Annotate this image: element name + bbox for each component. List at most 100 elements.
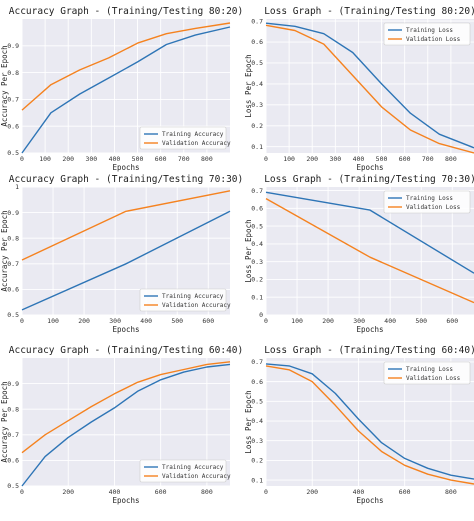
y-tick-label: 0.7 (251, 358, 263, 366)
x-tick-label: 500 (171, 317, 183, 325)
legend: Training Loss Validation Loss (383, 22, 471, 46)
y-tick-label: 0.5 (251, 59, 263, 67)
series-line-training (21, 26, 231, 154)
y-tick-label: 0.9 (7, 209, 19, 217)
x-tick-label: 200 (306, 488, 318, 496)
legend-box (383, 22, 471, 46)
y-axis-label: Accuracy Per Epoch (0, 45, 9, 126)
legend-entry: Validation Loss (406, 375, 461, 382)
x-tick-label: 800 (445, 488, 457, 496)
y-tick-label: 0.6 (7, 122, 19, 130)
y-tick-label: 0.8 (7, 234, 19, 242)
x-tick-label: 400 (140, 317, 152, 325)
legend-entry: Training Loss (406, 195, 453, 202)
x-tick-label: 400 (353, 488, 365, 496)
legend-entry: Validation Accuracy (162, 140, 231, 147)
x-tick-label: 100 (39, 155, 51, 163)
legend-entry: Validation Loss (406, 204, 461, 211)
series-line-validation (21, 190, 231, 261)
series-line-training (21, 210, 231, 311)
x-tick-label: 400 (353, 155, 365, 163)
y-tick-label: 0.1 (251, 143, 263, 151)
y-tick-label: 0.2 (251, 457, 263, 465)
y-axis-label: Loss Per Epoch (244, 219, 253, 282)
legend-entry: Training Loss (406, 27, 453, 34)
y-tick-label: 0.9 (7, 380, 19, 388)
y-axis-label: Loss Per Epoch (244, 390, 253, 453)
legend-entry: Validation Loss (406, 36, 461, 43)
chart-title: Loss Graph - (Training/Testing 60:40) (264, 345, 474, 356)
x-tick-label: 500 (132, 155, 144, 163)
chart-panel-2: 0 100 200 300 400 500 600 700 800 0.1 0.2 0.3 0.4 0.5… (244, 6, 474, 172)
chart-panel-5: 0 200 400 600 800 0.5 0.6 0.7 0.8 0.9 Accuracy Gra… (0, 345, 243, 505)
x-tick-label: 700 (178, 155, 190, 163)
y-tick-label: 0.5 (7, 149, 19, 157)
y-tick-label: 0.3 (251, 258, 263, 266)
y-tick-label: 0.6 (7, 457, 19, 465)
chart-panel-3: 0 100 200 300 400 500 6000.50.60.70.80.91Accur… (0, 174, 243, 334)
series-line-training (265, 22, 474, 149)
series-line-validation (265, 24, 474, 154)
x-axis-label: Epochs (112, 496, 139, 505)
x-tick-label: 200 (78, 317, 90, 325)
y-tick-label: 0.8 (7, 405, 19, 413)
y-axis-label: Accuracy Per Epoch (0, 381, 9, 462)
y-tick-label: 0.7 (7, 96, 19, 104)
series-line-training (21, 363, 231, 487)
series-line-training (265, 191, 474, 274)
legend-entry: Training Accuracy (162, 293, 224, 300)
y-tick-label: 0.5 (7, 311, 19, 319)
x-tick-label: 600 (155, 488, 167, 496)
legend: Training Loss Validation Loss (383, 190, 471, 214)
x-tick-label: 300 (85, 155, 97, 163)
x-axis-label: Epochs (356, 325, 383, 334)
x-tick-label: 0 (20, 488, 24, 496)
y-tick-label: 0.5 (7, 482, 19, 490)
x-tick-label: 400 (384, 317, 396, 325)
legend-entry: Training Accuracy (162, 131, 224, 138)
x-tick-label: 0 (264, 317, 268, 325)
legend-entry: Validation Accuracy (162, 302, 231, 309)
x-axis-label: Epochs (112, 163, 139, 172)
legend-entry: Training Accuracy (162, 464, 224, 471)
chart-panel-1: 0 100 200 300 400 500 600 700 800 0.5 0.6 0.7 0.8 0.9… (0, 6, 243, 172)
x-tick-label: 400 (109, 488, 121, 496)
legend-box (139, 288, 227, 312)
y-tick-label: 0.7 (7, 431, 19, 439)
y-tick-label: 0.7 (7, 260, 19, 268)
x-tick-label: 400 (109, 155, 121, 163)
x-tick-label: 200 (62, 488, 74, 496)
y-tick-label: 0.7 (251, 187, 263, 195)
y-tick-label: 0.1 (251, 293, 263, 301)
chart-panel-4: 0 100 200 300 400 500 600 0 0.1 0.2 0.3 0.4 0.5 0.6 0.… (244, 174, 474, 334)
legend: Training Accuracy Validation Accuracy (139, 459, 231, 483)
y-tick-label: 0.4 (251, 240, 263, 248)
y-tick-label: 0.4 (251, 417, 263, 425)
x-tick-label: 100 (291, 317, 303, 325)
legend: Training Accuracy Validation Accuracy (139, 288, 231, 312)
x-tick-label: 600 (446, 317, 458, 325)
x-tick-label: 200 (322, 317, 334, 325)
legend-box (139, 126, 227, 150)
y-tick-label: 0.6 (251, 205, 263, 213)
x-tick-label: 100 (283, 155, 295, 163)
chart-title: Loss Graph - (Training/Testing 80:20) (264, 6, 474, 17)
y-axis-label: Accuracy Per Epoch (0, 210, 9, 291)
y-tick-label: 0.6 (251, 38, 263, 46)
y-tick-label: 0.8 (7, 69, 19, 77)
x-tick-label: 300 (109, 317, 121, 325)
y-tick-label: 0.2 (251, 122, 263, 130)
y-tick-label: 0.3 (251, 437, 263, 445)
series-line-training (265, 363, 474, 480)
y-tick-label: 0.5 (251, 398, 263, 406)
x-axis-label: Epochs (356, 496, 383, 505)
y-tick-label: 1 (15, 183, 19, 191)
y-tick-label: 0 (259, 311, 263, 319)
x-tick-label: 300 (329, 155, 341, 163)
chart-title: Accuracy Graph - (Training/Testing 80:20… (9, 6, 244, 17)
x-tick-label: 800 (201, 155, 213, 163)
y-tick-label: 0.6 (251, 378, 263, 386)
x-tick-label: 0 (20, 317, 24, 325)
